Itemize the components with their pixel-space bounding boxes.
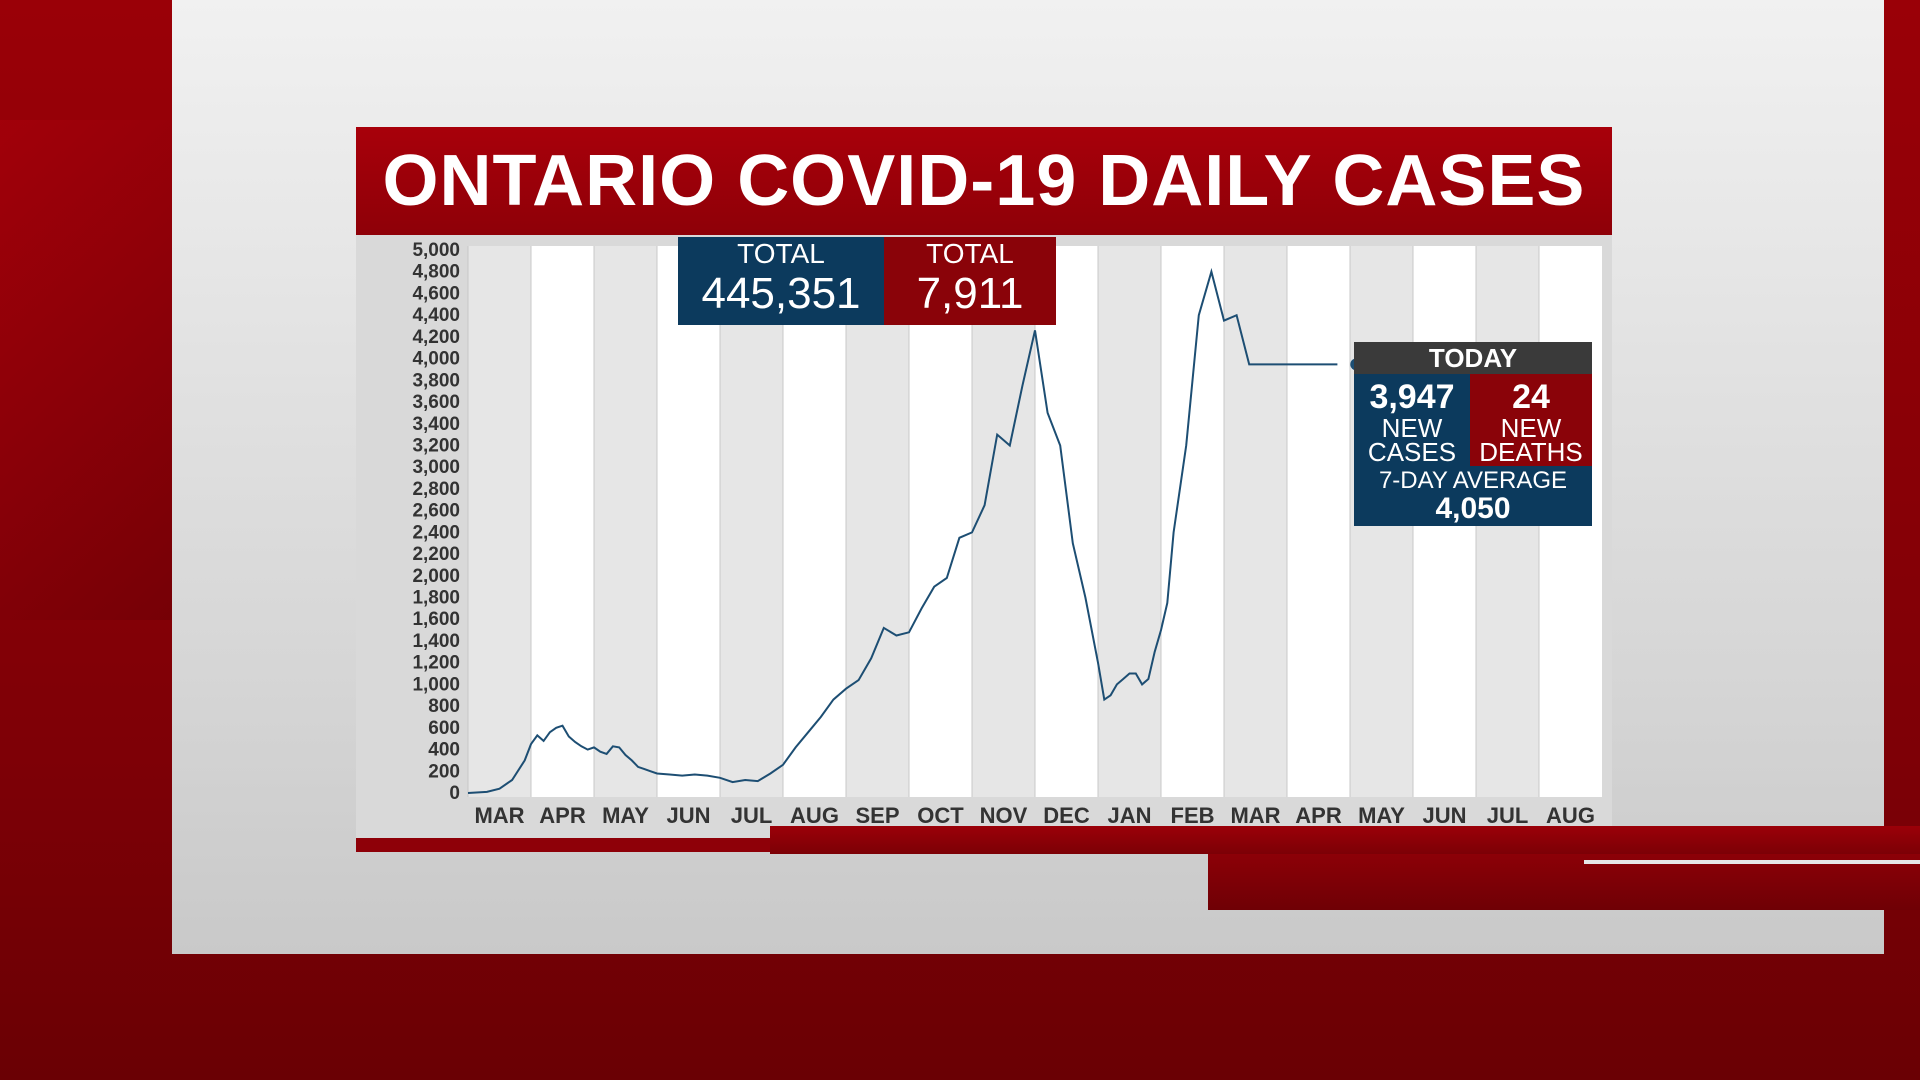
decorative-bar [770, 826, 1920, 854]
y-tick-label: 4,200 [412, 327, 460, 348]
total-cases-box: TOTAL 445,351 [678, 237, 884, 325]
month-band [531, 246, 594, 797]
month-band [468, 246, 531, 797]
x-tick-label: MAY [602, 803, 649, 828]
series-line [467, 267, 1338, 794]
month-band [1224, 246, 1287, 797]
y-tick-label: 2,800 [412, 479, 460, 500]
x-tick-label: JUL [1487, 803, 1529, 828]
total-deaths-box: TOTAL 7,911 [884, 237, 1056, 325]
x-tick-label: APR [1295, 803, 1342, 828]
x-tick-label: MAR [1230, 803, 1280, 828]
month-band [657, 246, 720, 797]
y-tick-label: 200 [428, 761, 460, 782]
y-tick-label: 1,600 [412, 609, 460, 630]
y-tick-label: 3,800 [412, 370, 460, 391]
y-tick-label: 1,000 [412, 674, 460, 695]
today-new-deaths: 24 NEW DEATHS [1470, 374, 1592, 466]
y-tick-label: 3,000 [412, 457, 460, 478]
x-tick-label: MAY [1358, 803, 1405, 828]
month-band [720, 246, 783, 797]
x-tick-label: SEP [855, 803, 899, 828]
y-tick-label: 2,600 [412, 501, 460, 522]
month-band [783, 246, 846, 797]
today-seven-day-average: 7-DAY AVERAGE 4,050 [1354, 466, 1592, 526]
seven-day-average-value: 4,050 [1435, 492, 1511, 525]
y-tick-label: 1,200 [412, 653, 460, 674]
today-header: TODAY [1354, 342, 1592, 374]
today-panel: TODAY 3,947 NEW CASES 24 NEW DEATHS 7-DA… [1354, 342, 1592, 526]
chart: 02004006008001,0001,2001,4001,6001,8002,… [356, 235, 1612, 851]
x-tick-label: JUL [731, 803, 773, 828]
y-tick-label: 3,200 [412, 435, 460, 456]
today-new-cases-label-1: NEW [1381, 413, 1443, 443]
y-tick-label: 2,200 [412, 544, 460, 565]
chart-title: ONTARIO COVID-19 DAILY CASES [382, 141, 1586, 221]
y-tick-label: 2,000 [412, 566, 460, 587]
y-tick-label: 600 [428, 718, 460, 739]
total-deaths-label: TOTAL [926, 238, 1014, 269]
y-tick-label: 3,600 [412, 392, 460, 413]
x-tick-label: MAR [474, 803, 524, 828]
month-band [594, 246, 657, 797]
today-new-cases: 3,947 NEW CASES [1354, 374, 1470, 466]
chart-card: ONTARIO COVID-19 DAILY CASES 0 200 400 600 8… [356, 127, 1612, 851]
x-tick-label: NOV [980, 803, 1028, 828]
today-new-cases-label-2: CASES [1367, 437, 1457, 467]
decorative-line [1584, 860, 1920, 864]
month-band [846, 246, 909, 797]
y-tick-label: 1,400 [412, 631, 460, 652]
x-tick-label: AUG [1546, 803, 1595, 828]
y-tick-label: 5,000 [412, 240, 460, 261]
x-tick-label: APR [539, 803, 586, 828]
x-tick-label: DEC [1043, 803, 1090, 828]
x-tick-label: FEB [1171, 803, 1215, 828]
month-band [1098, 246, 1161, 797]
x-tick-label: AUG [790, 803, 839, 828]
title-bar: ONTARIO COVID-19 DAILY CASES [356, 127, 1612, 235]
month-band [1287, 246, 1350, 797]
y-tick-label: 0 [449, 783, 460, 804]
decorative-bar [356, 838, 776, 852]
background-stripe [0, 120, 180, 620]
y-tick-label: 4,000 [412, 349, 460, 370]
month-band [909, 246, 972, 797]
today-new-deaths-value: 24 [1512, 378, 1550, 416]
y-tick-label: 400 [428, 740, 460, 761]
month-band [972, 246, 1035, 797]
total-cases-label: TOTAL [737, 238, 825, 269]
y-tick-label: 800 [428, 696, 460, 717]
total-deaths-value: 7,911 [916, 269, 1024, 318]
today-new-deaths-label-1: NEW [1500, 413, 1562, 443]
x-tick-label: JUN [1422, 803, 1466, 828]
seven-day-average-label: 7-DAY AVERAGE [1378, 467, 1568, 494]
y-tick-label: 2,400 [412, 522, 460, 543]
y-tick-label: 3,400 [412, 414, 460, 435]
month-band [1035, 246, 1098, 797]
y-tick-label: 1,800 [412, 588, 460, 609]
month-band [1161, 246, 1224, 797]
total-cases-value: 445,351 [701, 269, 861, 318]
x-tick-label: OCT [917, 803, 964, 828]
today-new-cases-value: 3,947 [1369, 378, 1455, 416]
x-tick-label: JAN [1107, 803, 1151, 828]
y-tick-label: 4,800 [412, 262, 460, 283]
x-tick-label: JUN [666, 803, 710, 828]
y-tick-label: 4,400 [412, 305, 460, 326]
y-tick-label: 4,600 [412, 283, 460, 304]
today-new-deaths-label-2: DEATHS [1479, 437, 1583, 467]
